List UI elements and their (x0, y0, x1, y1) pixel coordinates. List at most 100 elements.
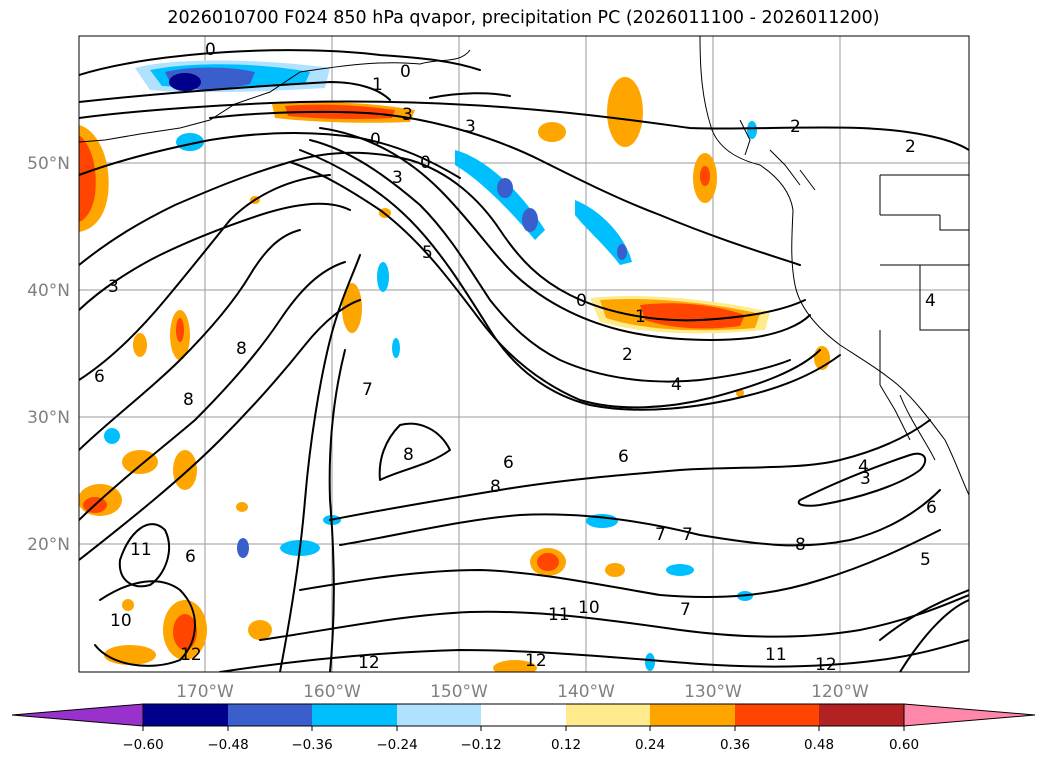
colorbar-extend-low (11, 703, 144, 727)
precip-pos-small (607, 77, 643, 147)
contour-line (797, 452, 927, 507)
contour-line (79, 299, 361, 561)
contour-label: 4 (671, 375, 682, 395)
precip-pos-small (248, 620, 272, 640)
precip-pos-small (122, 450, 158, 474)
us-border (879, 174, 969, 385)
contour-line (94, 580, 196, 667)
contour-line (299, 529, 941, 598)
map-area (79, 36, 969, 672)
contour-line (289, 161, 821, 409)
precip-neg-small (645, 653, 655, 671)
colorbar-tick-label: −0.36 (291, 737, 332, 753)
qvapor-contours (79, 49, 969, 672)
contour-label: 8 (403, 445, 414, 465)
colorbar-extend-high (903, 703, 1036, 727)
contour-label: 12 (180, 645, 202, 665)
precip-pos-small (122, 599, 134, 611)
contour-label: 4 (925, 291, 936, 311)
contour-label: 6 (185, 547, 196, 567)
lon-label: 120°W (811, 682, 869, 702)
contour-label: 5 (920, 550, 931, 570)
colorbar-tick-label: 0.60 (889, 737, 919, 753)
colorbar-segment (735, 704, 819, 726)
lon-label: 130°W (684, 682, 742, 702)
colorbar-segment (312, 704, 397, 726)
contour-label: 6 (618, 447, 629, 467)
contour-line (309, 139, 791, 383)
contour-label: 11 (765, 645, 787, 665)
contour-line (79, 131, 461, 179)
lat-label: 50°N (27, 154, 70, 174)
contour-label: 7 (655, 525, 666, 545)
precip-neg-small (392, 338, 400, 358)
positive-precip-areas (79, 77, 830, 672)
contour-label: 3 (108, 277, 119, 297)
contour-label: 3 (402, 105, 413, 125)
colorbar-segment (397, 704, 481, 726)
contour-label: 3 (465, 117, 476, 137)
contour-label: 10 (110, 611, 132, 631)
precip-neg-small (237, 538, 249, 558)
contour-line (209, 110, 801, 266)
contour-label: 2 (622, 345, 633, 365)
precip-pos-small (700, 166, 710, 186)
contour-label: 2 (905, 137, 916, 157)
contour-line (118, 523, 170, 588)
precip-pos-small (538, 122, 566, 142)
contour-line (259, 594, 969, 641)
colorbar-tick-label: −0.48 (207, 737, 248, 753)
precip-pos-small (104, 645, 156, 665)
contour-label: 7 (362, 380, 373, 400)
precip-pos-small (236, 502, 248, 512)
contour-line (299, 149, 841, 411)
precip-neg-gulf-core (522, 208, 538, 232)
contour-label: 3 (860, 469, 871, 489)
contour-label: 11 (130, 540, 152, 560)
precip-pos-small (176, 318, 184, 342)
islands-coast (739, 119, 816, 191)
precip-pos-small (605, 563, 625, 577)
contour-line (79, 81, 511, 103)
contour-label: 5 (422, 243, 433, 263)
contour-label: 12 (358, 653, 380, 673)
contour-label: 8 (490, 477, 501, 497)
lon-label: 150°W (430, 682, 488, 702)
contour-line (79, 174, 331, 381)
lon-label: 160°W (303, 682, 361, 702)
precip-neg-small (666, 564, 694, 576)
colorbar-tick-label: −0.24 (376, 737, 417, 753)
colorbar-tick-label: 0.48 (804, 737, 834, 753)
colorbar-segment (143, 704, 228, 726)
figure-title: 2026010700 F024 850 hPa qvapor, precipit… (167, 8, 880, 28)
contour-line (319, 127, 811, 341)
precip-neg-small (377, 262, 389, 292)
precip-pos-small (537, 553, 559, 571)
colorbar-tick-label: −0.60 (122, 737, 163, 753)
contour-line (79, 261, 346, 521)
contour-label: 6 (926, 498, 937, 518)
contour-label: 11 (548, 605, 570, 625)
contour-label: 0 (370, 130, 381, 150)
contour-label: 8 (795, 535, 806, 555)
lon-label: 140°W (557, 682, 615, 702)
contour-label: 12 (815, 655, 837, 675)
precip-neg-alaska-core (169, 73, 201, 91)
contour-line (219, 639, 969, 672)
contour-label: 7 (682, 525, 693, 545)
contour-line (328, 349, 346, 672)
colorbar-tick-label: 0.12 (551, 737, 581, 753)
precip-pos-small (133, 333, 147, 357)
contour-label: 10 (578, 598, 600, 618)
precip-neg-gulf-core (497, 178, 513, 198)
contour-label: 0 (420, 153, 431, 173)
contour-label: 3 (392, 168, 403, 188)
contour-line (879, 589, 969, 641)
precip-pos-west-edge (79, 135, 96, 222)
lat-label: 40°N (27, 281, 70, 301)
map-frame (78, 35, 970, 673)
contour-label: 0 (205, 40, 216, 60)
contour-label: 7 (680, 600, 691, 620)
precip-neg-small (104, 428, 120, 444)
